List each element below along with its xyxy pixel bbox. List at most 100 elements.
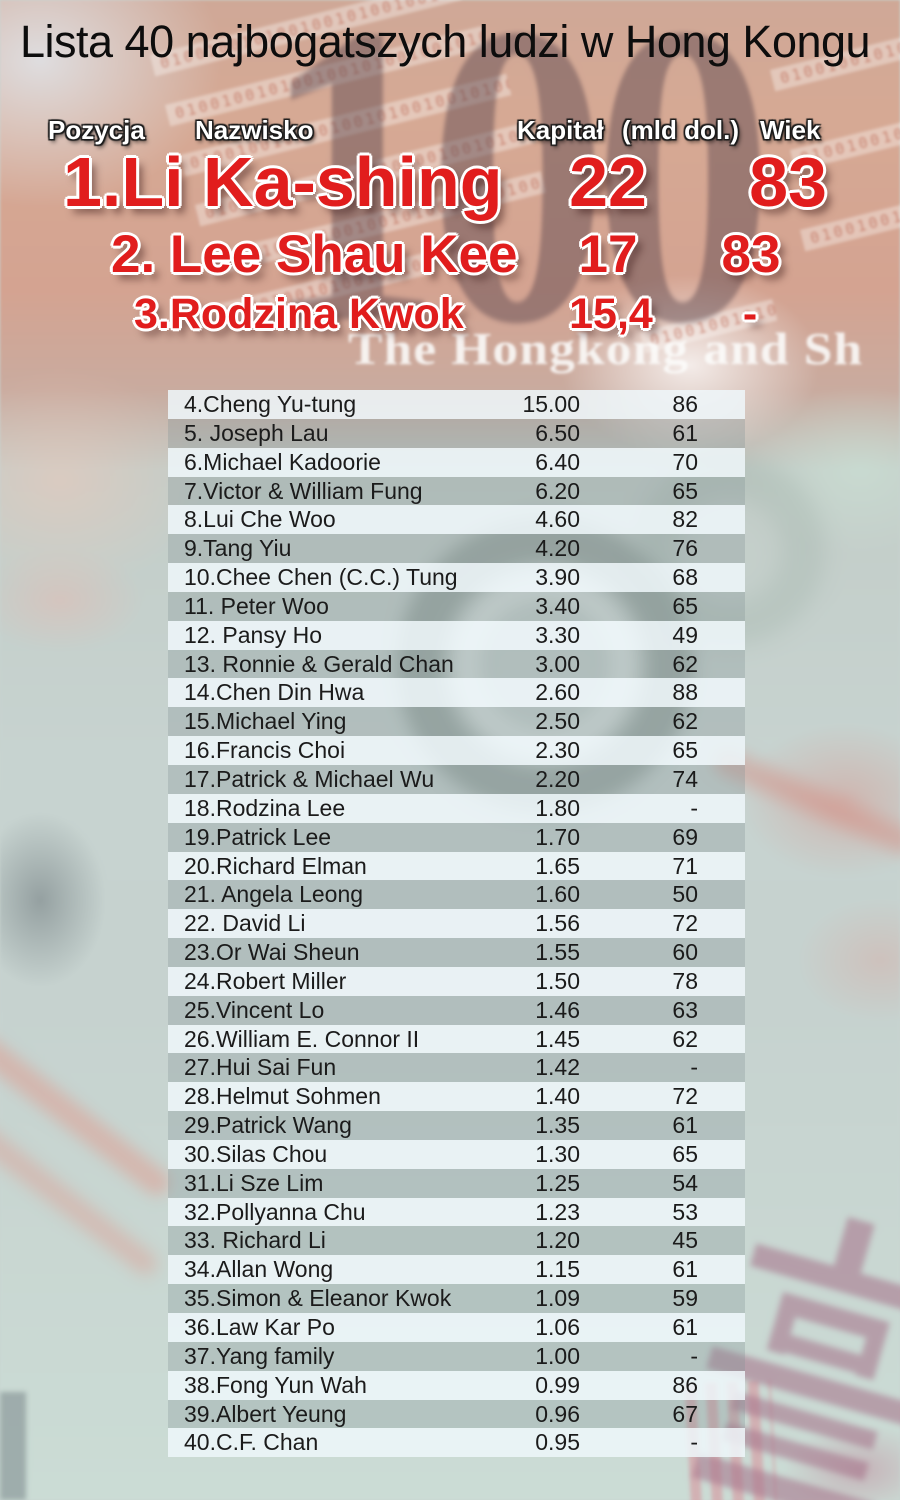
cell-capital: 3.90 bbox=[535, 564, 580, 591]
cell-age: 74 bbox=[672, 765, 698, 792]
rank3-age: - bbox=[742, 290, 758, 338]
cell-label: 35.Simon & Eleanor Kwok bbox=[184, 1285, 452, 1312]
table-row: 23.Or Wai Sheun 1.55 60 bbox=[168, 938, 745, 967]
cell-label: 5. Joseph Lau bbox=[184, 419, 329, 446]
table-row: 12. Pansy Ho 3.30 49 bbox=[168, 620, 745, 650]
table-row: 13. Ronnie & Gerald Chan 3.00 62 bbox=[168, 649, 745, 679]
cell-label: 30.Silas Chou bbox=[184, 1140, 328, 1167]
cell-age: 61 bbox=[672, 1314, 698, 1340]
cell-label: 10.Chee Chen (C.C.) Tung bbox=[184, 564, 458, 591]
cell-capital: 2.50 bbox=[535, 708, 580, 735]
table-row: 39.Albert Yeung 0.96 67 bbox=[168, 1399, 745, 1429]
cell-age: 62 bbox=[672, 708, 698, 735]
cell-age: 86 bbox=[672, 1371, 698, 1398]
cell-capital: 1.65 bbox=[535, 852, 580, 879]
table-row: 5. Joseph Lau 6.50 61 bbox=[168, 418, 745, 448]
cell-age: - bbox=[690, 1429, 698, 1456]
cell-age: - bbox=[690, 1054, 698, 1081]
cell-capital: 4.60 bbox=[535, 506, 580, 533]
table-row: 36.Law Kar Po 1.06 61 bbox=[168, 1313, 745, 1342]
cell-age: 61 bbox=[672, 419, 698, 446]
table-row: 16.Francis Choi 2.30 65 bbox=[168, 736, 745, 765]
cell-label: 31.Li Sze Lim bbox=[184, 1169, 324, 1196]
table-row: 22. David Li 1.56 72 bbox=[168, 909, 745, 939]
cell-label: 24.Robert Miller bbox=[184, 967, 347, 994]
banknote-ring-watermark bbox=[390, 510, 700, 820]
cell-capital: 1.20 bbox=[535, 1227, 580, 1254]
cell-age: 88 bbox=[672, 679, 698, 706]
cell-label: 16.Francis Choi bbox=[184, 737, 346, 764]
cell-capital: 1.30 bbox=[535, 1140, 580, 1167]
cell-label: 19.Patrick Lee bbox=[184, 823, 332, 850]
cell-age: 68 bbox=[672, 564, 698, 591]
cell-label: 22. David Li bbox=[184, 910, 306, 937]
gray-edge-bar bbox=[0, 1392, 26, 1500]
cell-capital: 15.00 bbox=[522, 391, 580, 417]
cell-age: 71 bbox=[672, 852, 698, 879]
cell-capital: 6.40 bbox=[535, 448, 580, 475]
cell-capital: 1.45 bbox=[535, 1025, 580, 1052]
table-row: 27.Hui Sai Fun 1.42 - bbox=[168, 1053, 745, 1083]
cell-label: 26.William E. Connor II bbox=[184, 1025, 420, 1052]
rich-list-table: 4.Cheng Yu-tung 15.00 86 5. Joseph Lau 6.50 6… bbox=[168, 390, 745, 1458]
table-row: 7.Victor & William Fung 6.20 65 bbox=[168, 476, 745, 506]
table-row: 33. Richard Li 1.20 45 bbox=[168, 1226, 745, 1256]
cell-age: 72 bbox=[672, 910, 698, 937]
cell-capital: 0.95 bbox=[535, 1429, 580, 1456]
cell-age: 86 bbox=[672, 391, 698, 417]
chinese-character-yi bbox=[654, 1185, 900, 1500]
header-name: Nazwisko bbox=[195, 115, 314, 145]
cell-label: 38.Fong Yun Wah bbox=[184, 1371, 367, 1398]
banknote-100-watermark: 100 bbox=[262, 0, 774, 413]
cell-label: 12. Pansy Ho bbox=[184, 621, 323, 648]
cell-label: 32.Pollyanna Chu bbox=[184, 1198, 366, 1225]
cell-age: 60 bbox=[672, 939, 698, 966]
table-row: 17.Patrick & Michael Wu 2.20 74 bbox=[168, 764, 745, 794]
cell-age: 67 bbox=[672, 1400, 698, 1427]
cell-age: 62 bbox=[672, 1025, 698, 1052]
cell-label: 29.Patrick Wang bbox=[184, 1112, 352, 1139]
cell-capital: 1.50 bbox=[535, 967, 580, 994]
cell-age: 61 bbox=[672, 1112, 698, 1139]
table-row: 21. Angela Leong 1.60 50 bbox=[168, 880, 745, 910]
rank2-capital: 17 bbox=[578, 225, 638, 284]
rank1-age: 83 bbox=[749, 143, 827, 221]
cell-label: 7.Victor & William Fung bbox=[184, 477, 423, 504]
cell-label: 40.C.F. Chan bbox=[184, 1429, 319, 1456]
cell-capital: 1.06 bbox=[535, 1314, 580, 1340]
cell-label: 14.Chen Din Hwa bbox=[184, 679, 365, 706]
cell-age: 53 bbox=[672, 1198, 698, 1225]
rank1-capital: 22 bbox=[569, 143, 647, 221]
cell-age: 50 bbox=[672, 881, 698, 908]
table-row: 31.Li Sze Lim 1.25 54 bbox=[168, 1168, 745, 1198]
cell-age: 59 bbox=[672, 1285, 698, 1312]
chinese-character-strokes bbox=[691, 1216, 900, 1500]
cell-capital: 6.20 bbox=[535, 477, 580, 504]
cell-age: 78 bbox=[672, 967, 698, 994]
cell-capital: 4.20 bbox=[535, 535, 580, 562]
rank2-age: 83 bbox=[721, 225, 781, 284]
cell-capital: 3.00 bbox=[535, 650, 580, 677]
cell-label: 18.Rodzina Lee bbox=[184, 794, 346, 821]
cell-capital: 1.46 bbox=[535, 996, 580, 1023]
table-row: 20.Richard Elman 1.65 71 bbox=[168, 851, 745, 881]
cell-capital: 2.20 bbox=[535, 765, 580, 792]
cell-capital: 1.09 bbox=[535, 1285, 580, 1312]
table-row: 8.Lui Che Woo 4.60 82 bbox=[168, 505, 745, 535]
cell-capital: 1.42 bbox=[535, 1054, 580, 1081]
cell-age: - bbox=[690, 1342, 698, 1369]
table-row: 30.Silas Chou 1.30 65 bbox=[168, 1139, 745, 1169]
cell-age: 69 bbox=[672, 823, 698, 850]
rank3-name: 3.Rodzina Kwok bbox=[134, 290, 464, 338]
cell-age: 82 bbox=[672, 506, 698, 533]
cell-capital: 1.80 bbox=[535, 794, 580, 821]
cell-label: 39.Albert Yeung bbox=[184, 1400, 347, 1427]
cell-age: 61 bbox=[672, 1256, 698, 1283]
cell-age: 72 bbox=[672, 1083, 698, 1110]
cell-capital: 1.35 bbox=[535, 1112, 580, 1139]
cell-label: 20.Richard Elman bbox=[184, 852, 367, 879]
cell-label: 28.Helmut Sohmen bbox=[184, 1083, 381, 1110]
cell-age: - bbox=[690, 794, 698, 821]
rank3-capital: 15,4 bbox=[569, 290, 653, 338]
table-row: 38.Fong Yun Wah 0.99 86 bbox=[168, 1370, 745, 1400]
